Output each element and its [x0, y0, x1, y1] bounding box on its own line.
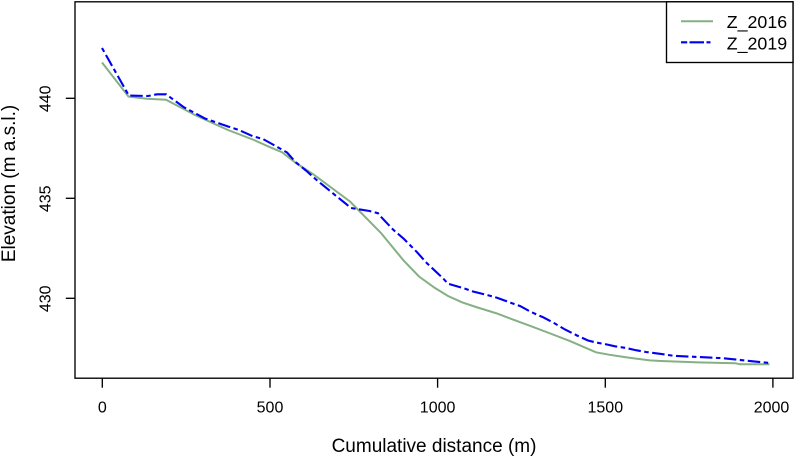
svg-text:1500: 1500	[588, 400, 624, 417]
svg-text:1000: 1000	[420, 400, 456, 417]
svg-text:500: 500	[257, 400, 284, 417]
svg-text:0: 0	[98, 400, 107, 417]
svg-text:Z_2016: Z_2016	[727, 12, 787, 33]
svg-text:Z_2019: Z_2019	[727, 34, 787, 55]
svg-text:435: 435	[38, 185, 55, 212]
svg-text:2000: 2000	[754, 400, 790, 417]
svg-text:Elevation (m a.s.l.): Elevation (m a.s.l.)	[0, 105, 20, 262]
svg-text:Cumulative distance (m): Cumulative distance (m)	[332, 436, 537, 456]
svg-text:440: 440	[38, 85, 55, 112]
svg-text:430: 430	[38, 285, 55, 312]
